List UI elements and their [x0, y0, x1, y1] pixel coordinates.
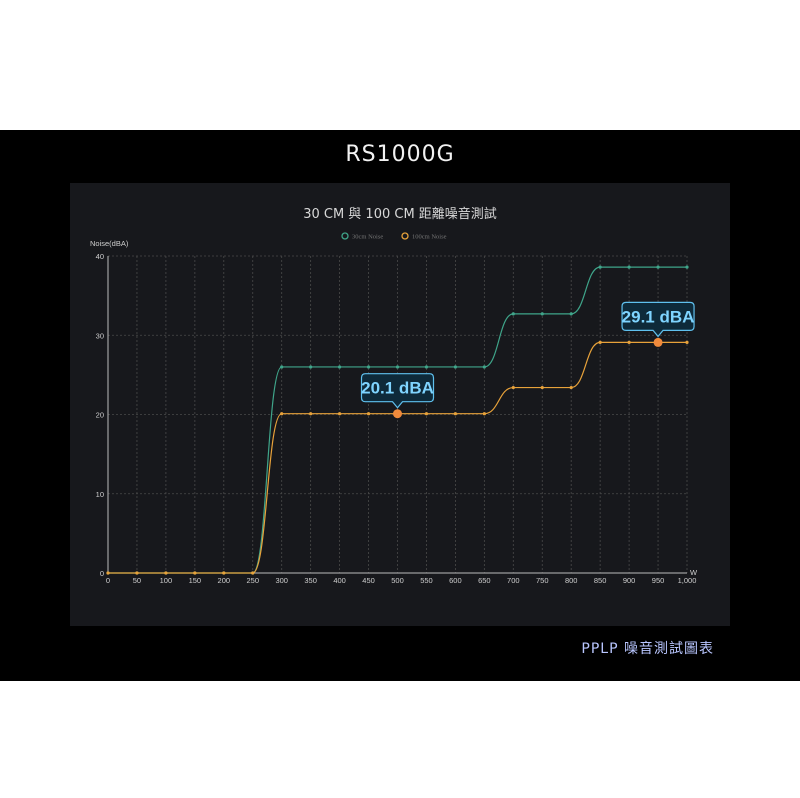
x-tick-label: 100: [160, 576, 173, 585]
data-point[interactable]: [338, 412, 342, 416]
data-point[interactable]: [511, 385, 515, 390]
data-point[interactable]: [338, 365, 342, 369]
legend: 30cm Noise 100cm Noise: [341, 232, 447, 241]
legend-marker[interactable]: [341, 232, 349, 240]
y-tick-label: 30: [96, 331, 104, 340]
highlight-point[interactable]: [653, 337, 663, 347]
x-tick-label: 650: [478, 576, 491, 585]
x-tick-label: 1,000: [678, 576, 697, 585]
legend-label[interactable]: 100cm Noise: [412, 234, 447, 241]
data-point[interactable]: [395, 365, 400, 369]
x-tick-label: 500: [391, 576, 404, 585]
data-point[interactable]: [251, 571, 255, 575]
data-point[interactable]: [193, 571, 197, 575]
data-point[interactable]: [540, 385, 544, 390]
x-tick-label: 950: [652, 576, 665, 585]
y-tick-label: 20: [96, 411, 104, 420]
x-tick-label: 50: [133, 576, 141, 585]
callout-box: [621, 301, 695, 338]
y-tick-label: 10: [96, 490, 104, 499]
data-point[interactable]: [482, 412, 486, 416]
data-point[interactable]: [598, 265, 602, 269]
x-tick-label: 150: [189, 576, 202, 585]
x-tick-label: 700: [507, 576, 520, 585]
data-point[interactable]: [309, 365, 313, 369]
y-tick-label: 40: [96, 252, 104, 261]
chart-title: 30 CM 與 100 CM 距離噪音測試: [303, 206, 497, 222]
callout-label: 29.1 dBA: [622, 307, 695, 326]
x-tick-label: 450: [362, 576, 375, 585]
data-point[interactable]: [453, 365, 457, 369]
data-point[interactable]: [424, 412, 429, 416]
product-name: RS1000G: [345, 142, 455, 167]
highlight-point[interactable]: [393, 409, 402, 419]
x-tick-label: 750: [536, 576, 549, 585]
series-line: [107, 341, 687, 574]
data-point[interactable]: [627, 265, 631, 269]
data-point[interactable]: [569, 312, 573, 316]
x-tick-label: 850: [594, 576, 607, 585]
x-tick-label: 800: [565, 576, 578, 585]
data-point[interactable]: [685, 340, 689, 344]
x-tick-label: 400: [333, 576, 346, 585]
data-point[interactable]: [453, 412, 457, 416]
data-point[interactable]: [222, 571, 226, 575]
legend-label[interactable]: 30cm Noise: [352, 234, 383, 241]
callout-label: 20.1 dBA: [361, 379, 434, 398]
legend-marker[interactable]: [401, 232, 409, 240]
callout-box: [360, 373, 435, 409]
x-tick-label: 600: [449, 576, 462, 585]
data-point[interactable]: [656, 265, 660, 269]
x-tick-label: 900: [623, 576, 636, 585]
data-point[interactable]: [280, 365, 284, 369]
data-point[interactable]: [569, 385, 573, 390]
data-point[interactable]: [598, 340, 602, 344]
x-tick-label: 350: [304, 576, 317, 585]
y-tick-label: 0: [100, 569, 104, 578]
x-axis-label: W: [690, 568, 698, 577]
data-point[interactable]: [424, 365, 429, 369]
y-axis-label: Noise(dBA): [90, 239, 129, 248]
data-point[interactable]: [482, 365, 486, 369]
caption: PPLP 噪音測試圖表: [581, 641, 714, 657]
data-point[interactable]: [309, 412, 313, 416]
data-point[interactable]: [540, 312, 544, 316]
data-point[interactable]: [627, 340, 631, 344]
data-point[interactable]: [135, 571, 139, 575]
x-tick-label: 200: [218, 576, 231, 585]
data-point[interactable]: [366, 412, 371, 416]
x-tick-label: 550: [420, 576, 433, 585]
x-tick-label: 250: [246, 576, 259, 585]
x-tick-label: 300: [275, 576, 288, 585]
data-point[interactable]: [511, 312, 515, 316]
data-point[interactable]: [164, 571, 168, 575]
data-point[interactable]: [685, 265, 689, 269]
x-tick-label: 0: [106, 576, 110, 585]
data-point[interactable]: [280, 412, 284, 416]
data-point[interactable]: [106, 571, 110, 575]
data-point[interactable]: [366, 365, 371, 369]
